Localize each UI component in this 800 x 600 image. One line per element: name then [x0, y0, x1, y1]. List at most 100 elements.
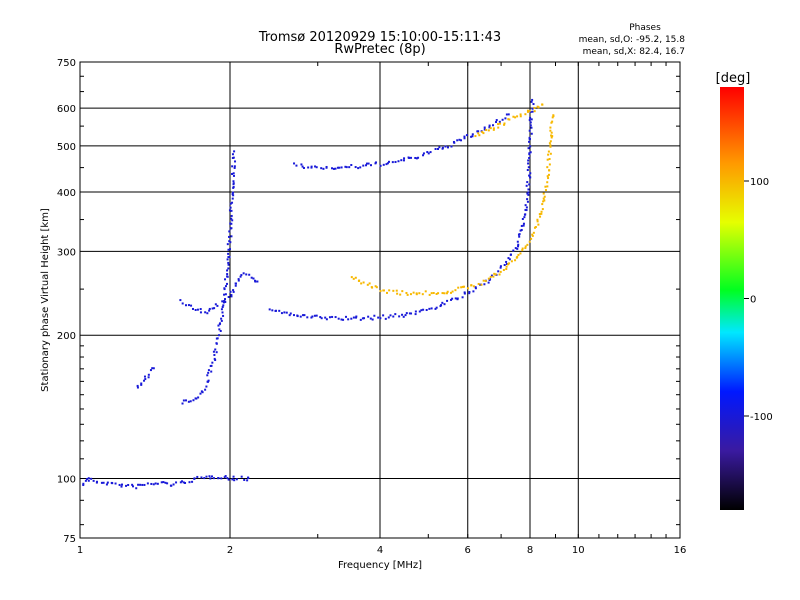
- data-point: [526, 243, 529, 246]
- data-point: [227, 478, 230, 481]
- data-point: [338, 166, 341, 169]
- data-point: [420, 309, 423, 312]
- data-point: [401, 290, 404, 293]
- data-point: [221, 300, 224, 303]
- data-point: [449, 291, 452, 294]
- data-point: [525, 209, 528, 212]
- data-point: [285, 311, 288, 314]
- data-point: [87, 477, 90, 480]
- data-point: [250, 276, 253, 279]
- data-point: [533, 106, 536, 109]
- data-point: [534, 226, 537, 229]
- data-point: [210, 475, 213, 478]
- data-point: [181, 302, 184, 305]
- data-point: [230, 227, 233, 230]
- data-point: [268, 308, 271, 311]
- data-point: [146, 482, 149, 485]
- data-point: [227, 263, 230, 266]
- data-point: [517, 253, 520, 256]
- data-point: [228, 235, 231, 238]
- data-point: [526, 110, 529, 113]
- data-point: [382, 289, 385, 292]
- data-point: [524, 247, 527, 250]
- data-point: [239, 275, 242, 278]
- data-point: [229, 222, 232, 225]
- data-point: [232, 156, 235, 159]
- data-point: [240, 475, 243, 478]
- stats-heading: Phases: [629, 23, 661, 33]
- data-point: [224, 300, 227, 303]
- data-point: [199, 308, 202, 311]
- data-point: [136, 384, 139, 387]
- data-point: [149, 369, 152, 372]
- data-point: [463, 292, 466, 295]
- data-point: [531, 233, 534, 236]
- data-point: [256, 280, 259, 283]
- data-point: [230, 295, 233, 298]
- data-point: [179, 481, 182, 484]
- data-point: [531, 107, 534, 110]
- data-point: [385, 163, 388, 166]
- data-point: [215, 342, 218, 345]
- data-point: [211, 307, 214, 310]
- data-point: [531, 234, 534, 237]
- data-point: [221, 311, 224, 314]
- data-point: [252, 277, 255, 280]
- data-point: [514, 247, 517, 250]
- data-point: [125, 484, 128, 487]
- data-point: [526, 198, 529, 201]
- y-tick-label: 500: [57, 142, 76, 153]
- data-point: [127, 483, 130, 486]
- data-point: [106, 481, 109, 484]
- data-point: [340, 318, 343, 321]
- data-point: [229, 202, 232, 205]
- data-point: [503, 122, 506, 125]
- data-point: [516, 247, 519, 250]
- data-point: [232, 182, 235, 185]
- data-point: [340, 166, 343, 169]
- data-point: [461, 296, 464, 299]
- data-point: [492, 275, 495, 278]
- data-point: [463, 291, 466, 294]
- data-point: [550, 134, 553, 137]
- data-point: [120, 485, 123, 488]
- data-point: [232, 174, 235, 177]
- data-point: [302, 314, 305, 317]
- data-point: [296, 315, 299, 318]
- data-point: [525, 206, 528, 209]
- data-point: [352, 277, 355, 280]
- data-point: [539, 215, 542, 218]
- data-point: [152, 483, 155, 486]
- data-point: [409, 293, 412, 296]
- data-point: [541, 208, 544, 211]
- data-point: [551, 135, 554, 138]
- data-point: [184, 304, 187, 307]
- data-point: [190, 304, 193, 307]
- data-point: [228, 248, 231, 251]
- data-point: [498, 120, 501, 123]
- data-point: [392, 289, 395, 292]
- data-point: [218, 328, 221, 331]
- data-point: [517, 245, 520, 248]
- data-point: [332, 167, 335, 170]
- data-point: [388, 160, 391, 163]
- data-point: [441, 146, 444, 149]
- data-point: [350, 164, 353, 167]
- data-point: [529, 145, 532, 148]
- data-point: [275, 309, 278, 312]
- data-point: [233, 166, 236, 169]
- data-point: [243, 478, 246, 481]
- data-point: [549, 140, 552, 143]
- data-point: [488, 126, 491, 129]
- data-point: [359, 166, 362, 169]
- colorbar-ticks: 100 0 -100: [744, 177, 773, 423]
- data-point: [143, 375, 146, 378]
- data-point: [82, 482, 85, 485]
- data-point: [196, 308, 199, 311]
- data-point: [542, 200, 545, 203]
- data-point: [527, 188, 530, 191]
- data-point: [421, 293, 424, 296]
- data-point: [220, 477, 223, 480]
- data-point: [494, 273, 497, 276]
- data-point: [278, 309, 281, 312]
